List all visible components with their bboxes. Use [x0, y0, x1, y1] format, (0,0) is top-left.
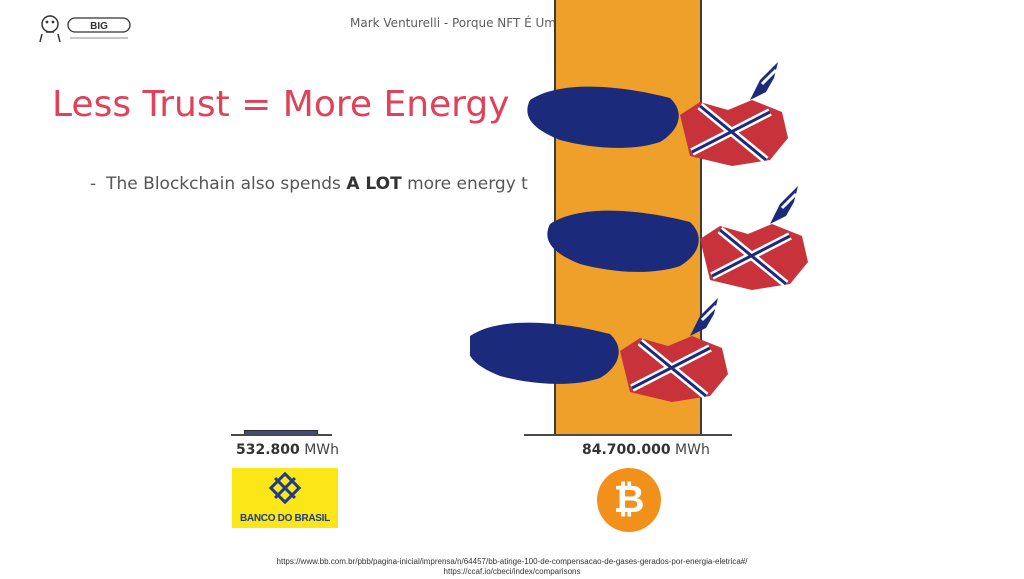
- banco-do-brasil-logo: BANCO DO BRASIL: [232, 468, 338, 528]
- festival-logo: BIG: [36, 8, 132, 48]
- mascot-icon: BIG: [39, 15, 131, 43]
- source-link-2[interactable]: https://ccaf.io/cbeci/index/comparisons: [443, 567, 581, 576]
- bitcoin-baseline: [524, 434, 732, 436]
- bank-value-number: 532.800: [236, 442, 300, 458]
- bank-value-unit: MWh: [304, 442, 340, 458]
- bullet-point: - The Blockchain also spends A LOT more e…: [90, 174, 644, 194]
- source-link-1[interactable]: https://www.bb.com.br/pbb/pagina-inicial…: [276, 557, 748, 566]
- bitcoin-logo-icon: ₿: [597, 468, 661, 532]
- uk-map-graphic: [470, 40, 850, 420]
- bank-energy-bar: [244, 430, 318, 435]
- bitcoin-value-unit: MWh: [675, 442, 710, 458]
- bullet-suffix: more energy t: [401, 174, 528, 194]
- slide-title: Less Trust = More Energy: [52, 84, 510, 125]
- bitcoin-energy-value: 84.700.000 MWh: [582, 442, 710, 458]
- bitcoin-value-number: 84.700.000: [582, 442, 671, 458]
- bullet-emphasis: A LOT: [346, 174, 402, 194]
- bullet-prefix: The Blockchain also spends: [106, 174, 347, 194]
- bullet-dash: -: [90, 174, 97, 194]
- banco-do-brasil-logo-text: BANCO DO BRASIL: [240, 513, 330, 524]
- banco-do-brasil-emblem-icon: [268, 471, 302, 505]
- bank-baseline: [231, 434, 332, 436]
- talk-title: Mark Venturelli - Porque NFT É Um: [350, 16, 556, 30]
- bank-energy-value: 532.800 MWh: [236, 442, 339, 458]
- logo-text: BIG: [90, 21, 108, 32]
